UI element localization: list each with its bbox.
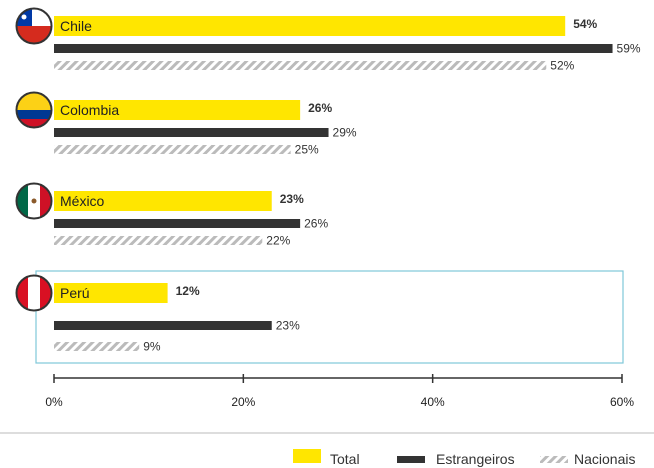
- category-label-mexico: México: [60, 193, 105, 209]
- bar-chile-estrangeiros: [54, 44, 613, 53]
- bar-colombia-estrangeiros: [54, 128, 329, 137]
- chile-flag-icon: [15, 7, 53, 45]
- category-label-chile: Chile: [60, 18, 92, 34]
- category-label-peru: Perú: [60, 285, 90, 301]
- bar-peru-estrangeiros: [54, 321, 272, 330]
- value-label-mexico-nacionais: 22%: [266, 234, 290, 248]
- value-label-mexico-estrangeiros: 26%: [304, 217, 328, 231]
- value-label-colombia-nacionais: 25%: [295, 143, 319, 157]
- legend-label-nacionais: Nacionais: [574, 451, 635, 467]
- legend-swatch-estrangeiros: [397, 456, 425, 463]
- legend-label-estrangeiros: Estrangeiros: [436, 451, 515, 467]
- highlight-box-peru: [35, 270, 624, 364]
- value-label-peru-nacionais: 9%: [143, 340, 161, 354]
- value-label-peru-total: 12%: [176, 284, 200, 298]
- bar-colombia-nacionais: [54, 145, 291, 154]
- x-tick-label-20: 20%: [231, 395, 255, 409]
- value-label-colombia-total: 26%: [308, 101, 332, 115]
- mexico-flag-icon: [15, 182, 53, 220]
- x-tick-label-40: 40%: [421, 395, 445, 409]
- category-label-colombia: Colombia: [60, 102, 119, 118]
- peru-flag-icon: [15, 274, 53, 312]
- value-label-chile-total: 54%: [573, 17, 597, 31]
- bar-mexico-total: [54, 191, 272, 211]
- value-label-chile-estrangeiros: 59%: [617, 42, 641, 56]
- bar-colombia-total: [54, 100, 301, 120]
- bar-mexico-nacionais: [54, 236, 263, 245]
- bar-chile-total: [54, 16, 566, 36]
- value-label-mexico-total: 23%: [280, 192, 304, 206]
- value-label-colombia-estrangeiros: 29%: [333, 126, 357, 140]
- value-label-chile-nacionais: 52%: [550, 59, 574, 73]
- bar-peru-nacionais: [54, 342, 140, 351]
- bar-peru-total: [54, 283, 168, 303]
- legend-swatch-nacionais: [540, 456, 568, 463]
- x-tick-label-60: 60%: [610, 395, 634, 409]
- legend-label-total: Total: [330, 451, 360, 467]
- bar-mexico-estrangeiros: [54, 219, 301, 228]
- x-tick-label-0: 0%: [45, 395, 63, 409]
- value-label-peru-estrangeiros: 23%: [276, 319, 300, 333]
- colombia-flag-icon: [15, 91, 53, 129]
- legend-swatch-total: [293, 449, 321, 463]
- bar-chile-nacionais: [54, 61, 547, 70]
